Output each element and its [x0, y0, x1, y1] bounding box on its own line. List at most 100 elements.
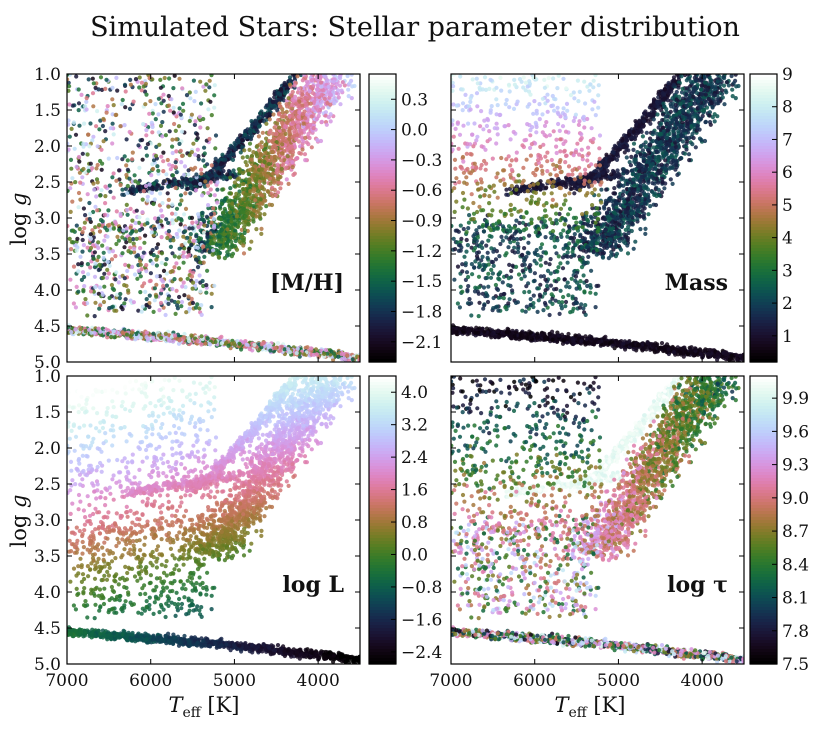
scatter-point	[189, 274, 195, 279]
scatter-point	[190, 226, 195, 231]
colorbar-segment	[369, 272, 396, 276]
scatter-point	[318, 103, 323, 108]
scatter-point	[70, 326, 75, 331]
scatter-point	[165, 235, 170, 241]
scatter-point	[110, 85, 115, 90]
scatter-point	[78, 254, 83, 259]
scatter-point	[132, 272, 138, 277]
scatter-point	[85, 152, 90, 157]
colorbar-segment	[369, 248, 396, 252]
scatter-point	[193, 165, 198, 170]
colorbar-segment	[369, 125, 396, 129]
scatter-point	[190, 286, 195, 291]
colorbar-segment	[369, 194, 396, 198]
scatter-point	[90, 76, 95, 81]
scatter-point	[159, 154, 164, 159]
scatter-point	[703, 348, 708, 353]
scatter-point	[149, 173, 154, 178]
scatter-point	[157, 142, 162, 147]
scatter-point	[263, 150, 268, 156]
scatter-point	[141, 189, 146, 194]
scatter-point	[118, 211, 123, 216]
scatter-point	[80, 230, 85, 235]
scatter-point	[295, 124, 300, 130]
scatter-point	[346, 94, 351, 99]
scatter-point	[88, 245, 94, 251]
scatter-point	[137, 187, 142, 192]
scatter-point	[178, 148, 183, 153]
scatter-point	[182, 335, 187, 340]
scatter-point	[267, 343, 272, 348]
scatter-point	[76, 269, 81, 274]
scatter-point	[193, 305, 199, 310]
scatter-point	[242, 148, 247, 153]
scatter-point	[310, 91, 316, 96]
scatter-point	[303, 158, 308, 163]
scatter-point	[67, 223, 70, 229]
scatter-point	[241, 181, 246, 187]
scatter-point	[87, 200, 92, 206]
scatter-point	[84, 107, 89, 112]
colorbar-segment	[369, 218, 396, 222]
scatter-point	[328, 119, 333, 124]
scatter-point	[256, 148, 261, 153]
scatter-point	[303, 135, 308, 140]
scatter-point	[198, 178, 203, 183]
scatter-point	[174, 261, 179, 266]
scatter-point	[287, 82, 293, 87]
colorbar-tick-label: 0.0	[401, 121, 428, 141]
scatter-point	[286, 96, 291, 101]
scatter-point	[282, 80, 287, 86]
scatter-point	[125, 191, 130, 196]
colorbar-segment	[369, 245, 396, 249]
scatter-point	[178, 112, 183, 117]
scatter-point	[342, 83, 347, 88]
scatter-point	[467, 329, 472, 334]
scatter-point	[170, 221, 175, 226]
scatter-point	[110, 97, 115, 102]
scatter-point	[168, 244, 173, 249]
scatter-point	[302, 109, 307, 114]
scatter-point	[76, 108, 81, 113]
scatter-point	[192, 99, 197, 104]
scatter-point	[237, 239, 242, 244]
scatter-point	[201, 245, 206, 250]
scatter-point	[126, 249, 131, 254]
scatter-point	[207, 172, 212, 177]
scatter-point	[173, 128, 178, 133]
colorbar-segment	[369, 227, 396, 231]
scatter-point	[315, 83, 320, 88]
colorbar-segment	[369, 254, 396, 258]
scatter-point	[185, 186, 190, 191]
scatter-point	[94, 124, 99, 129]
scatter-point	[116, 238, 121, 243]
scatter-point	[203, 341, 208, 346]
scatter-point	[160, 120, 165, 125]
colorbar-segment	[369, 134, 396, 138]
scatter-point	[187, 90, 192, 95]
scatter-point	[71, 120, 76, 125]
scatter-point	[315, 116, 320, 121]
y-tick-label: 1.0	[34, 65, 61, 85]
scatter-point	[110, 121, 115, 126]
scatter-point	[188, 177, 193, 182]
scatter-point	[174, 137, 179, 142]
colorbar-segment	[369, 230, 396, 234]
scatter-point	[158, 123, 164, 128]
scatter-point	[198, 125, 203, 130]
colorbar: 0.30.0−0.3−0.6−0.9−1.2−1.5−1.8−2.1	[368, 73, 442, 363]
scatter-point	[86, 168, 91, 173]
colorbar-segment	[369, 323, 396, 327]
scatter-point	[175, 303, 180, 308]
scatter-point	[107, 183, 112, 188]
scatter-point	[185, 276, 190, 281]
scatter-point	[193, 188, 199, 193]
scatter-point	[93, 285, 98, 290]
scatter-point	[97, 127, 102, 132]
scatter-point	[350, 84, 355, 89]
scatter-point	[218, 204, 223, 209]
scatter-point	[290, 74, 296, 77]
scatter-point	[279, 158, 284, 163]
scatter-point	[213, 156, 218, 161]
